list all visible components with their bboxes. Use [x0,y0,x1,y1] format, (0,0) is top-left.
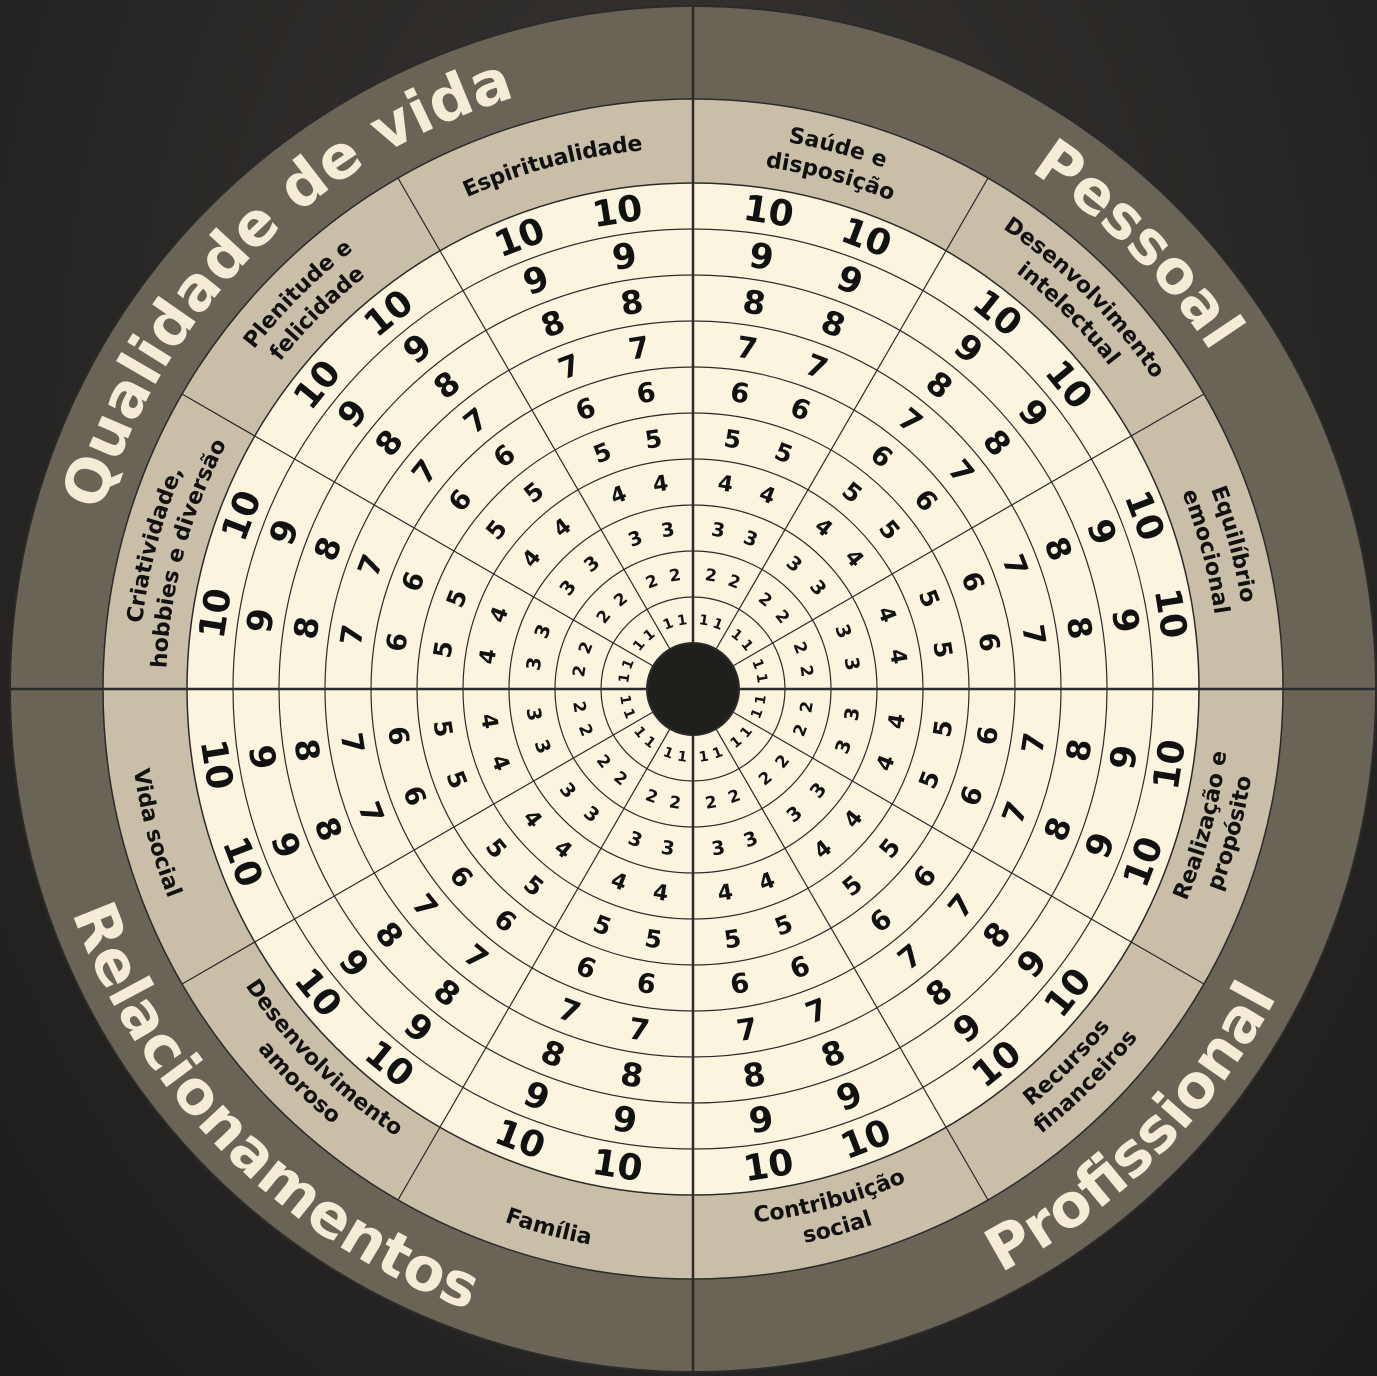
score-number: 2 [796,700,817,714]
score-number: 4 [716,471,735,498]
score-number: 6 [381,724,415,747]
score-number: 3 [840,655,865,672]
score-number: 10 [741,188,797,236]
sector-divider [181,393,654,667]
wheel-center [646,642,740,736]
score-number: 10 [741,1142,797,1190]
score-number: 2 [668,565,682,586]
score-number: 2 [569,700,590,714]
score-number: 4 [884,712,911,731]
score-number: 2 [704,565,718,586]
score-number: 6 [635,968,658,1002]
score-number: 6 [972,724,1006,747]
score-number: 1 [752,672,769,684]
score-number: 5 [927,718,958,739]
score-number: 4 [651,471,670,498]
center-hub [646,642,740,736]
score-number: 5 [643,923,664,954]
score-number: 5 [643,423,664,454]
score-number: 10 [192,737,240,793]
score-number: 1 [676,612,688,629]
score-number: 5 [722,923,743,954]
score-number: 1 [698,612,710,629]
score-number: 3 [522,706,547,723]
score-number: 3 [710,518,727,543]
score-number: 3 [710,836,727,861]
score-number: 10 [1146,737,1194,793]
score-number: 3 [840,706,865,723]
sector-divider [732,393,1205,667]
score-number: 10 [1146,585,1194,641]
sector-divider [181,711,654,985]
score-number: 4 [475,712,502,731]
score-number: 3 [659,836,676,861]
score-number: 4 [651,880,670,907]
score-number: 6 [381,631,415,654]
score-number: 1 [676,748,688,765]
score-number: 2 [796,664,817,678]
score-number: 5 [427,718,458,739]
score-number: 6 [728,377,751,411]
score-number: 10 [192,585,240,641]
score-number: 6 [728,968,751,1002]
score-number: 2 [569,664,590,678]
score-number: 1 [616,672,633,684]
score-number: 5 [927,639,958,660]
sector-divider [715,728,989,1201]
score-number: 10 [589,188,645,236]
score-number: 2 [704,792,718,813]
score-number: 3 [522,655,547,672]
score-number: 10 [589,1142,645,1190]
score-number: 5 [427,639,458,660]
score-number: 6 [972,631,1006,654]
score-number: 1 [698,748,710,765]
score-number: 5 [722,423,743,454]
score-number: 4 [716,880,735,907]
sector-divider [715,177,989,650]
score-number: 4 [475,647,502,666]
score-number: 6 [635,377,658,411]
score-number: 1 [616,694,633,706]
score-number: 1 [752,694,769,706]
sector-divider [397,728,671,1201]
sector-divider [397,177,671,650]
sector-divider [732,711,1205,985]
score-number: 2 [668,792,682,813]
score-number: 4 [884,647,911,666]
score-number: 3 [659,518,676,543]
